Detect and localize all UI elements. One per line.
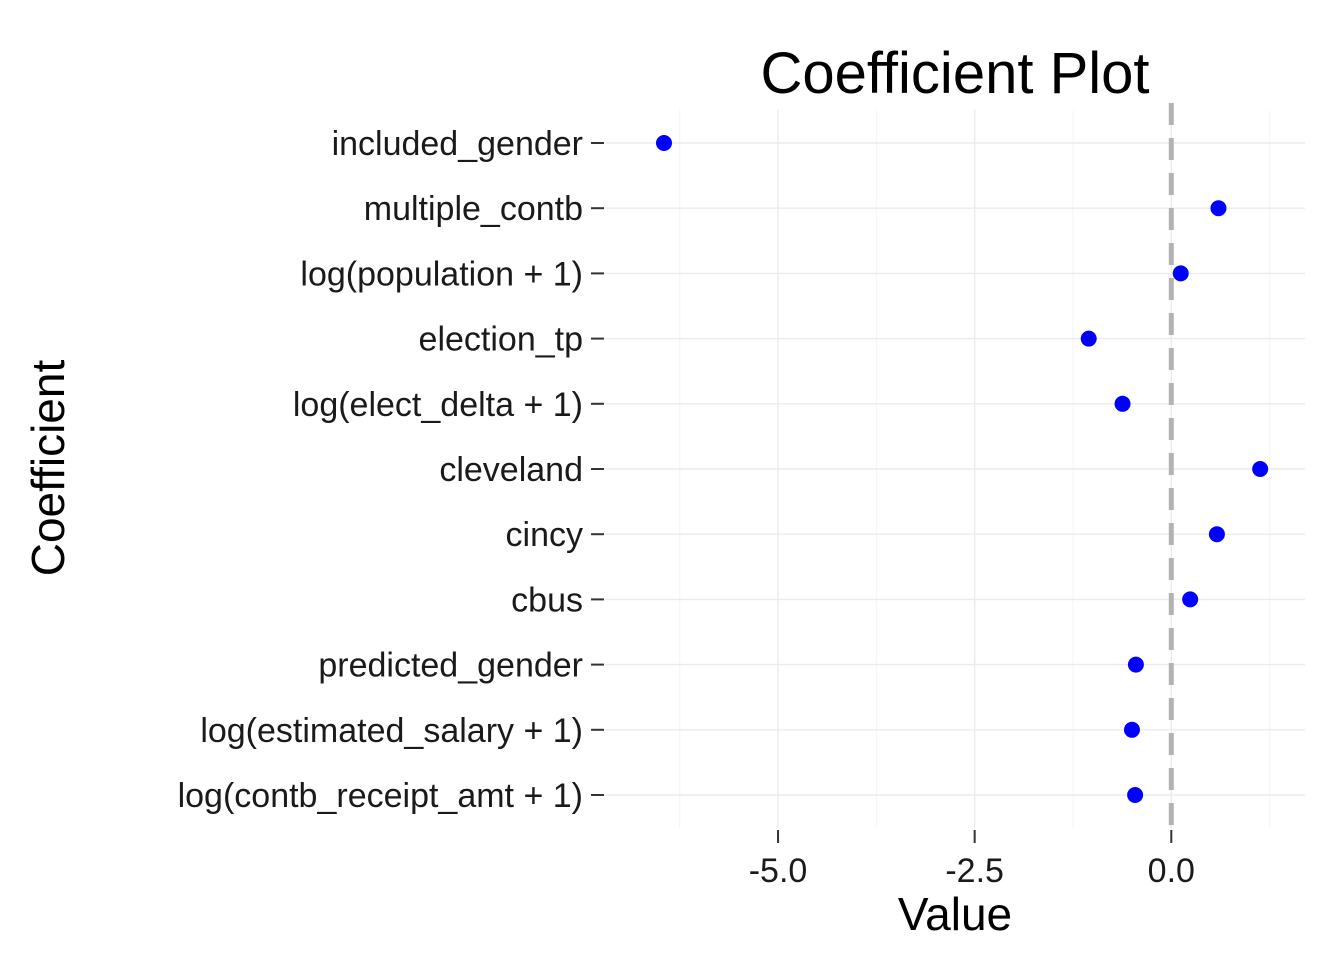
y-tick-label: log(estimated_salary + 1) xyxy=(200,712,583,750)
y-tick-label: log(elect_delta + 1) xyxy=(293,386,583,424)
x-tick-label: -2.5 xyxy=(945,852,1004,890)
y-tick-label: included_gender xyxy=(332,125,583,163)
x-tick-label: -5.0 xyxy=(749,852,808,890)
y-tick-label: multiple_contb xyxy=(364,190,583,228)
coefficient-point xyxy=(1114,395,1131,412)
data-points xyxy=(655,135,1269,803)
y-tick-label: election_tp xyxy=(419,321,583,359)
y-tick-label: predicted_gender xyxy=(318,647,583,685)
coefficient-point xyxy=(1123,721,1140,738)
coefficient-point xyxy=(1080,330,1097,347)
chart-title: Coefficient Plot xyxy=(760,41,1149,106)
coefficient-point xyxy=(1182,591,1199,608)
y-tick-label: log(population + 1) xyxy=(300,255,583,293)
y-tick-label: log(contb_receipt_amt + 1) xyxy=(178,777,583,815)
y-axis-title: Coefficient xyxy=(22,360,74,577)
coefficient-point xyxy=(1127,787,1144,803)
coefficient-point xyxy=(1208,526,1225,543)
grid xyxy=(605,110,1305,828)
x-tick-label: 0.0 xyxy=(1148,852,1195,890)
coefficient-point xyxy=(655,135,672,151)
y-tick-label: cbus xyxy=(511,581,583,619)
y-axis-ticks: included_gender multiple_contb log(populat… xyxy=(178,125,604,815)
y-tick-label: cleveland xyxy=(439,451,583,489)
x-axis-ticks: -5.0 -2.5 0.0 xyxy=(749,830,1195,890)
coefficient-point xyxy=(1127,656,1144,673)
coefficient-point xyxy=(1252,461,1269,477)
x-axis-title: Value xyxy=(898,888,1012,940)
coefficient-point xyxy=(1172,265,1189,282)
coefficient-point xyxy=(1210,200,1227,217)
y-tick-label: cincy xyxy=(506,516,583,554)
